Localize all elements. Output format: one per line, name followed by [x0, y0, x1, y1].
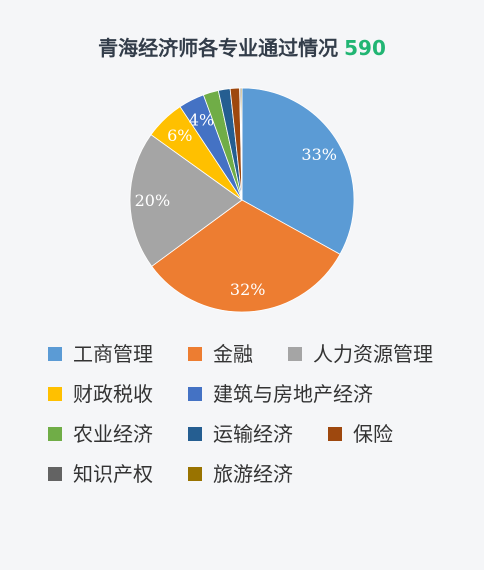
legend-swatch [48, 467, 62, 481]
legend-label: 旅游经济 [213, 462, 293, 486]
legend-item-insurance[interactable]: 保险 [328, 421, 393, 447]
legend-item-human-resources[interactable]: 人力资源管理 [288, 341, 433, 367]
legend-item-finance[interactable]: 金融 [188, 341, 253, 367]
legend-label: 建筑与房地产经济 [213, 382, 373, 406]
legend-swatch [48, 347, 62, 361]
legend-label: 知识产权 [73, 462, 153, 486]
legend-item-business-management[interactable]: 工商管理 [48, 341, 153, 367]
legend-label: 金融 [213, 342, 253, 366]
legend-label: 工商管理 [73, 342, 153, 366]
legend-swatch [328, 427, 342, 441]
legend-label: 人力资源管理 [313, 342, 433, 366]
data-label-finance: 32% [230, 280, 266, 299]
legend-swatch [48, 427, 62, 441]
legend-item-tourism[interactable]: 旅游经济 [188, 461, 293, 487]
legend-swatch [188, 347, 202, 361]
pie-chart: 33% 32% 20% 6%4% [129, 87, 355, 313]
legend-swatch [188, 467, 202, 481]
legend-swatch [188, 427, 202, 441]
legend-label: 保险 [353, 422, 393, 446]
total-count: 590 [344, 36, 386, 60]
data-label-business-management: 33% [301, 145, 337, 164]
data-label-human-resources: 20% [135, 191, 171, 210]
pie-slice-finance [151, 199, 341, 313]
chart-legend: 工商管理 金融 人力资源管理 财政税收 建筑与房地产经济 农业经济 运输经济 保… [48, 341, 448, 487]
chart-title: 青海经济师各专业通过情况 590 [0, 34, 484, 62]
data-label-construction-real-estate: 4% [189, 111, 214, 130]
legend-item-finance-taxation[interactable]: 财政税收 [48, 381, 153, 407]
legend-label: 运输经济 [213, 422, 293, 446]
legend-item-construction-real-estate[interactable]: 建筑与房地产经济 [188, 381, 373, 407]
pie-slice-tourism [240, 87, 243, 201]
chart-title-text: 青海经济师各专业通过情况 [98, 36, 339, 60]
legend-swatch [48, 387, 62, 401]
pie-slice-human-resources [129, 134, 243, 267]
pie-slice-business-management [241, 87, 355, 255]
legend-swatch [188, 387, 202, 401]
data-label-finance-taxation: 6% [167, 126, 192, 145]
legend-item-intellectual-property[interactable]: 知识产权 [48, 461, 153, 487]
legend-swatch [288, 347, 302, 361]
legend-item-transport[interactable]: 运输经济 [188, 421, 293, 447]
legend-label: 农业经济 [73, 422, 153, 446]
legend-label: 财政税收 [73, 382, 153, 406]
legend-item-agriculture[interactable]: 农业经济 [48, 421, 153, 447]
